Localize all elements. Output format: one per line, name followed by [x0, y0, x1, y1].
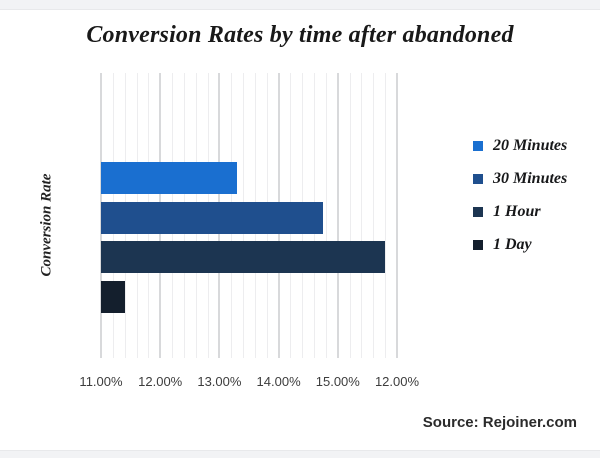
legend-swatch-icon: [473, 207, 483, 217]
minor-gridline: [385, 73, 387, 358]
x-tick-label: 12.00%: [138, 374, 183, 389]
major-gridline: [396, 73, 398, 358]
bottom-strip: [0, 450, 600, 458]
top-strip: [0, 0, 600, 10]
legend-item-20-minutes: 20 Minutes: [473, 137, 593, 154]
bar-20-minutes: [101, 162, 238, 194]
x-tick-label: 12.00%: [374, 374, 420, 389]
x-axis-tick-labels: 11.00% 12.00% 13.00% 14.00% 15.00% 12.00%: [79, 374, 419, 390]
minor-gridline: [361, 73, 363, 358]
bar-1-day: [101, 280, 125, 313]
bar-30-minutes: [101, 201, 323, 234]
minor-gridline: [349, 73, 351, 358]
bar-1-hour: [101, 241, 386, 273]
x-tick-label: 11.00%: [79, 374, 123, 389]
chart-title: Conversion Rates by time after abandoned: [86, 22, 514, 48]
legend-item-1-hour: 1 Hour: [473, 203, 593, 220]
y-axis-label: Conversion Rate: [38, 173, 55, 277]
major-gridline: [336, 73, 339, 358]
legend-item-30-minutes: 30 Minutes: [473, 170, 593, 187]
x-tick-label: 14.00%: [256, 374, 301, 389]
minor-gridline: [325, 73, 327, 358]
legend-swatch-icon: [473, 141, 483, 151]
legend: 20 Minutes 30 Minutes 1 Hour 1 Day: [473, 137, 593, 270]
legend-label: 20 Minutes: [493, 137, 568, 154]
minor-gridline: [373, 73, 375, 358]
legend-swatch-icon: [473, 174, 483, 184]
x-tick-label: 13.00%: [197, 374, 242, 389]
source-credit: Source: Rejoiner.com: [422, 414, 577, 431]
legend-swatch-icon: [473, 240, 483, 250]
plot-area: [100, 73, 398, 358]
legend-label: 1 Hour: [493, 203, 541, 220]
legend-label: 30 Minutes: [493, 170, 568, 187]
legend-item-1-day: 1 Day: [473, 236, 593, 253]
x-tick-label: 15.00%: [315, 374, 360, 389]
legend-label: 1 Day: [493, 236, 532, 253]
